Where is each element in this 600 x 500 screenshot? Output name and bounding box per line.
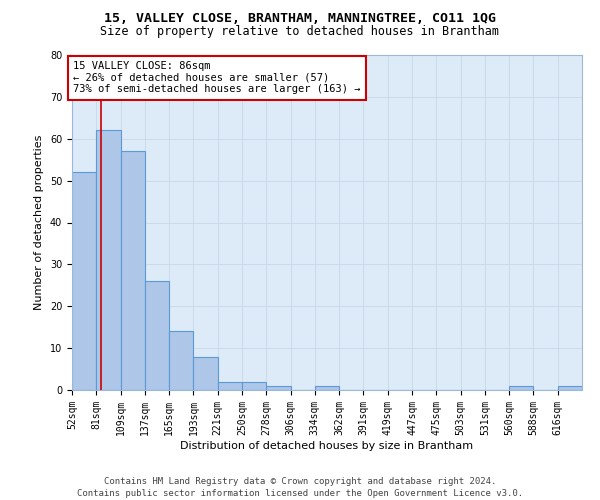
Text: 15, VALLEY CLOSE, BRANTHAM, MANNINGTREE, CO11 1QG: 15, VALLEY CLOSE, BRANTHAM, MANNINGTREE,… xyxy=(104,12,496,26)
Bar xyxy=(218,382,242,390)
Bar xyxy=(242,382,266,390)
Bar xyxy=(72,172,96,390)
Text: Contains HM Land Registry data © Crown copyright and database right 2024.
Contai: Contains HM Land Registry data © Crown c… xyxy=(77,476,523,498)
Bar xyxy=(558,386,582,390)
Bar xyxy=(315,386,339,390)
Bar xyxy=(193,356,218,390)
Bar xyxy=(121,152,145,390)
Bar xyxy=(96,130,121,390)
Bar xyxy=(509,386,533,390)
Text: Size of property relative to detached houses in Brantham: Size of property relative to detached ho… xyxy=(101,25,499,38)
Bar xyxy=(145,281,169,390)
X-axis label: Distribution of detached houses by size in Brantham: Distribution of detached houses by size … xyxy=(181,440,473,450)
Bar xyxy=(266,386,290,390)
Bar xyxy=(169,332,193,390)
Y-axis label: Number of detached properties: Number of detached properties xyxy=(34,135,44,310)
Text: 15 VALLEY CLOSE: 86sqm
← 26% of detached houses are smaller (57)
73% of semi-det: 15 VALLEY CLOSE: 86sqm ← 26% of detached… xyxy=(73,62,361,94)
